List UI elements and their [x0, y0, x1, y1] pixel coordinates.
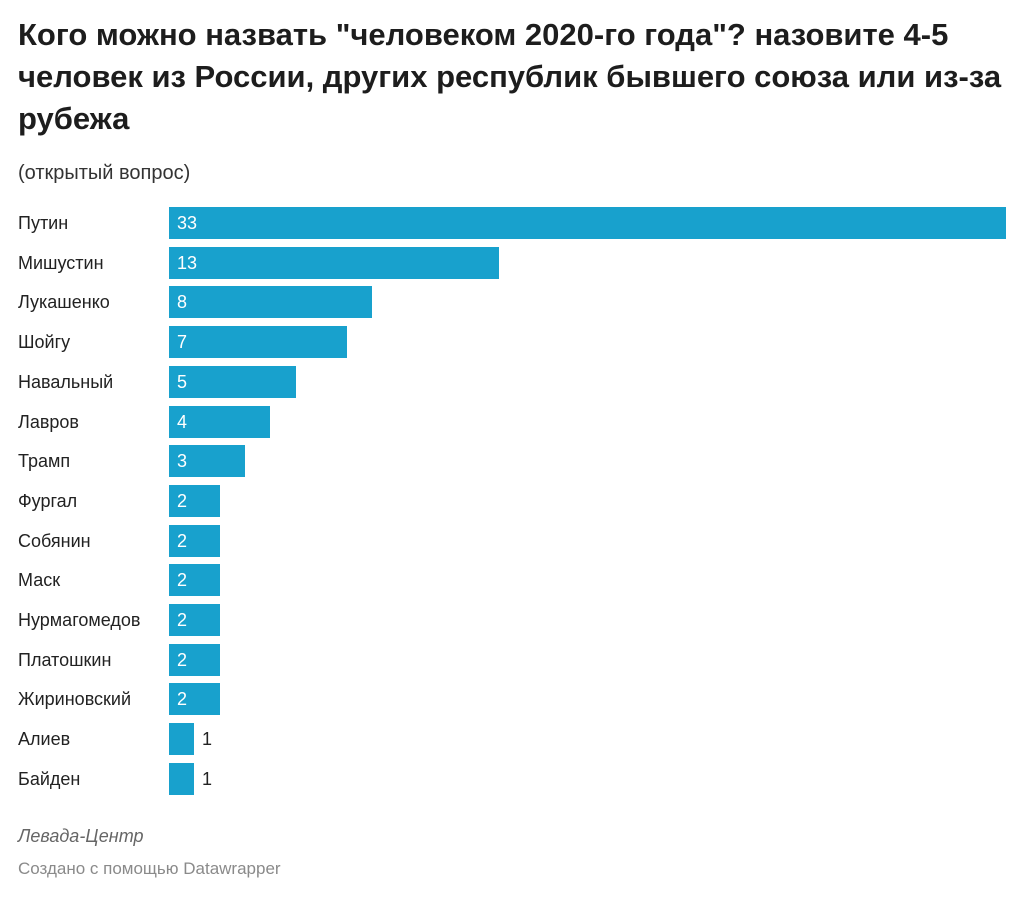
bar: [169, 763, 194, 795]
value-label: 2: [177, 689, 188, 709]
bar: [169, 207, 1006, 239]
bar: [169, 445, 245, 477]
credit-link[interactable]: Создано с помощью Datawrapper: [18, 859, 281, 878]
bar: [169, 406, 270, 438]
category-label: Жириновский: [18, 689, 132, 709]
bar: [169, 485, 220, 517]
value-label: 2: [177, 491, 188, 511]
category-label: Маск: [18, 570, 61, 590]
category-label: Платошкин: [18, 650, 112, 670]
source-note: Левада-Центр: [18, 826, 144, 846]
value-label: 1: [202, 769, 213, 789]
category-label: Трамп: [18, 451, 71, 471]
value-label: 2: [177, 531, 188, 551]
value-label: 13: [177, 253, 198, 273]
value-label: 2: [177, 570, 188, 590]
category-label: Навальный: [18, 372, 114, 392]
category-label: Мишустин: [18, 253, 104, 273]
category-label: Алиев: [18, 729, 71, 749]
category-label: Шойгу: [18, 332, 71, 352]
bar: [169, 564, 220, 596]
bar: [169, 247, 499, 279]
category-label: Лавров: [18, 412, 79, 432]
value-label: 2: [177, 610, 188, 630]
category-label: Путин: [18, 213, 69, 233]
bar: [169, 286, 372, 318]
bar: [169, 366, 296, 398]
bar: [169, 644, 220, 676]
category-label: Байден: [18, 769, 81, 789]
bar: [169, 326, 347, 358]
value-label: 3: [177, 451, 188, 471]
value-label: 4: [177, 412, 188, 432]
category-label: Нурмагомедов: [18, 610, 141, 630]
value-label: 5: [177, 372, 188, 392]
value-label: 33: [177, 213, 198, 233]
value-label: 8: [177, 292, 188, 312]
chart-title: Кого можно назвать "человеком 2020-го го…: [18, 17, 1002, 136]
bar: [169, 683, 220, 715]
value-label: 1: [202, 729, 213, 749]
category-label: Фургал: [18, 491, 78, 511]
value-label: 7: [177, 332, 188, 352]
category-label: Лукашенко: [18, 292, 110, 312]
bar: [169, 723, 194, 755]
bar: [169, 525, 220, 557]
category-label: Собянин: [18, 531, 91, 551]
chart-subtitle: (открытый вопрос): [18, 162, 191, 184]
bar: [169, 604, 220, 636]
value-label: 2: [177, 650, 188, 670]
